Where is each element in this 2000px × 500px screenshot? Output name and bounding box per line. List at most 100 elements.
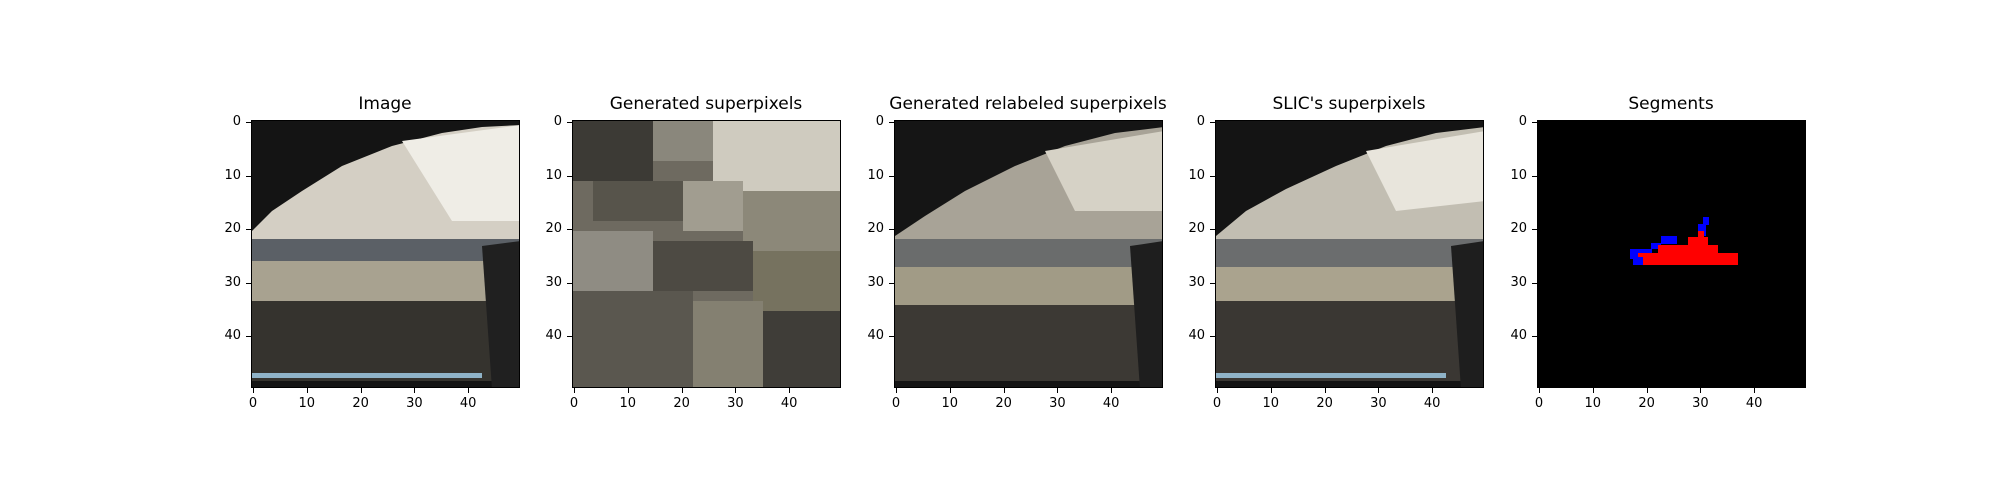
- x-tick-mark: [1217, 388, 1218, 393]
- x-tick-label: 30: [1049, 396, 1066, 411]
- x-tick-mark: [360, 388, 362, 393]
- y-tick-label: 0: [232, 114, 241, 129]
- x-tick-mark: [1270, 388, 1272, 393]
- y-tick-label: 10: [545, 167, 562, 183]
- y-tick-label: 30: [1510, 274, 1527, 290]
- y-tick-mark: [567, 122, 572, 123]
- x-tick-mark: [468, 388, 470, 393]
- plot-image: [251, 120, 520, 388]
- y-tick-label: 20: [867, 221, 884, 237]
- y-tick-mark: [1210, 282, 1215, 284]
- x-tick-mark: [1057, 388, 1059, 393]
- y-tick-mark: [889, 122, 894, 123]
- x-tick-mark: [1111, 388, 1113, 393]
- x-tick-mark: [735, 388, 737, 393]
- y-tick-label: 10: [1188, 167, 1205, 183]
- x-tick-label: 10: [1584, 396, 1602, 411]
- y-tick-mark: [246, 282, 251, 284]
- x-tick-label: 0: [569, 396, 579, 411]
- x-tick-mark: [306, 388, 308, 393]
- x-tick-mark: [1378, 388, 1380, 393]
- y-tick-label: 0: [875, 114, 884, 129]
- x-tick-label: 10: [941, 396, 959, 411]
- x-tick-mark: [1700, 388, 1702, 393]
- y-tick-mark: [889, 175, 894, 177]
- y-tick-label: 10: [867, 167, 884, 183]
- y-tick-mark: [246, 175, 251, 177]
- x-tick-label: 10: [298, 396, 316, 411]
- x-tick-mark: [1003, 388, 1005, 393]
- y-tick-mark: [1532, 336, 1537, 338]
- x-tick-label: 0: [1212, 396, 1222, 411]
- plot-slic-superpixels: [1215, 120, 1484, 388]
- x-tick-label: 0: [248, 396, 258, 411]
- y-tick-mark: [246, 122, 251, 123]
- y-tick-mark: [567, 229, 572, 231]
- x-tick-label: 30: [1370, 396, 1387, 411]
- x-tick-mark: [1324, 388, 1326, 393]
- y-tick-mark: [567, 282, 572, 284]
- x-tick-label: 20: [1638, 396, 1655, 411]
- y-tick-label: 30: [1188, 274, 1205, 290]
- x-tick-label: 20: [352, 396, 369, 411]
- y-tick-label: 40: [1510, 328, 1527, 344]
- x-tick-label: 10: [619, 396, 637, 411]
- image-photo: [252, 121, 519, 387]
- generated-relabeled-superpixels-image: [895, 121, 1162, 387]
- y-tick-mark: [1532, 122, 1537, 123]
- plot-generated-superpixels: [572, 120, 841, 388]
- y-tick-mark: [1532, 282, 1537, 284]
- x-tick-label: 0: [1534, 396, 1544, 411]
- x-tick-label: 40: [459, 396, 477, 411]
- y-tick-mark: [889, 336, 894, 338]
- x-tick-mark: [681, 388, 683, 393]
- y-tick-label: 30: [224, 274, 241, 290]
- y-tick-label: 30: [867, 274, 884, 290]
- y-tick-label: 0: [1196, 114, 1205, 129]
- slic-superpixels-image: [1216, 121, 1483, 387]
- panel-title-segments: Segments: [1628, 94, 1714, 114]
- y-tick-label: 40: [867, 328, 884, 344]
- panel-title-generated-relabeled-superpixels: Generated relabeled superpixels: [889, 94, 1167, 114]
- y-tick-mark: [1532, 175, 1537, 177]
- y-tick-label: 40: [545, 328, 562, 344]
- y-tick-mark: [246, 229, 251, 231]
- plot-generated-relabeled-superpixels: [894, 120, 1163, 388]
- x-tick-label: 30: [406, 396, 423, 411]
- x-tick-mark: [253, 388, 254, 393]
- y-tick-label: 20: [1188, 221, 1205, 237]
- x-tick-label: 0: [891, 396, 901, 411]
- y-tick-mark: [1210, 122, 1215, 123]
- panel-title-generated-superpixels: Generated superpixels: [609, 94, 803, 114]
- y-tick-label: 10: [224, 167, 241, 183]
- x-tick-mark: [1754, 388, 1756, 393]
- x-tick-mark: [896, 388, 897, 393]
- x-tick-mark: [789, 388, 791, 393]
- y-tick-label: 40: [224, 328, 241, 344]
- y-tick-label: 0: [553, 114, 562, 129]
- y-tick-label: 0: [1518, 114, 1527, 129]
- x-tick-label: 30: [727, 396, 744, 411]
- x-tick-label: 20: [995, 396, 1012, 411]
- y-tick-mark: [1210, 229, 1215, 231]
- x-tick-label: 40: [1423, 396, 1441, 411]
- y-tick-mark: [246, 336, 251, 338]
- generated-superpixels-image: [573, 121, 840, 387]
- y-tick-mark: [1532, 229, 1537, 231]
- y-tick-mark: [1210, 336, 1215, 338]
- panel-title-image: Image: [358, 94, 412, 114]
- x-tick-label: 40: [1745, 396, 1763, 411]
- x-tick-mark: [574, 388, 575, 393]
- y-tick-mark: [889, 229, 894, 231]
- y-tick-label: 10: [1510, 167, 1527, 183]
- y-tick-mark: [567, 336, 572, 338]
- x-tick-label: 20: [673, 396, 690, 411]
- panel-title-slic-superpixels: SLIC's superpixels: [1272, 94, 1426, 114]
- y-tick-label: 40: [1188, 328, 1205, 344]
- x-tick-mark: [1432, 388, 1434, 393]
- x-tick-label: 40: [1102, 396, 1120, 411]
- segments-image: [1538, 121, 1805, 387]
- plot-segments: [1537, 120, 1806, 388]
- y-tick-mark: [1210, 175, 1215, 177]
